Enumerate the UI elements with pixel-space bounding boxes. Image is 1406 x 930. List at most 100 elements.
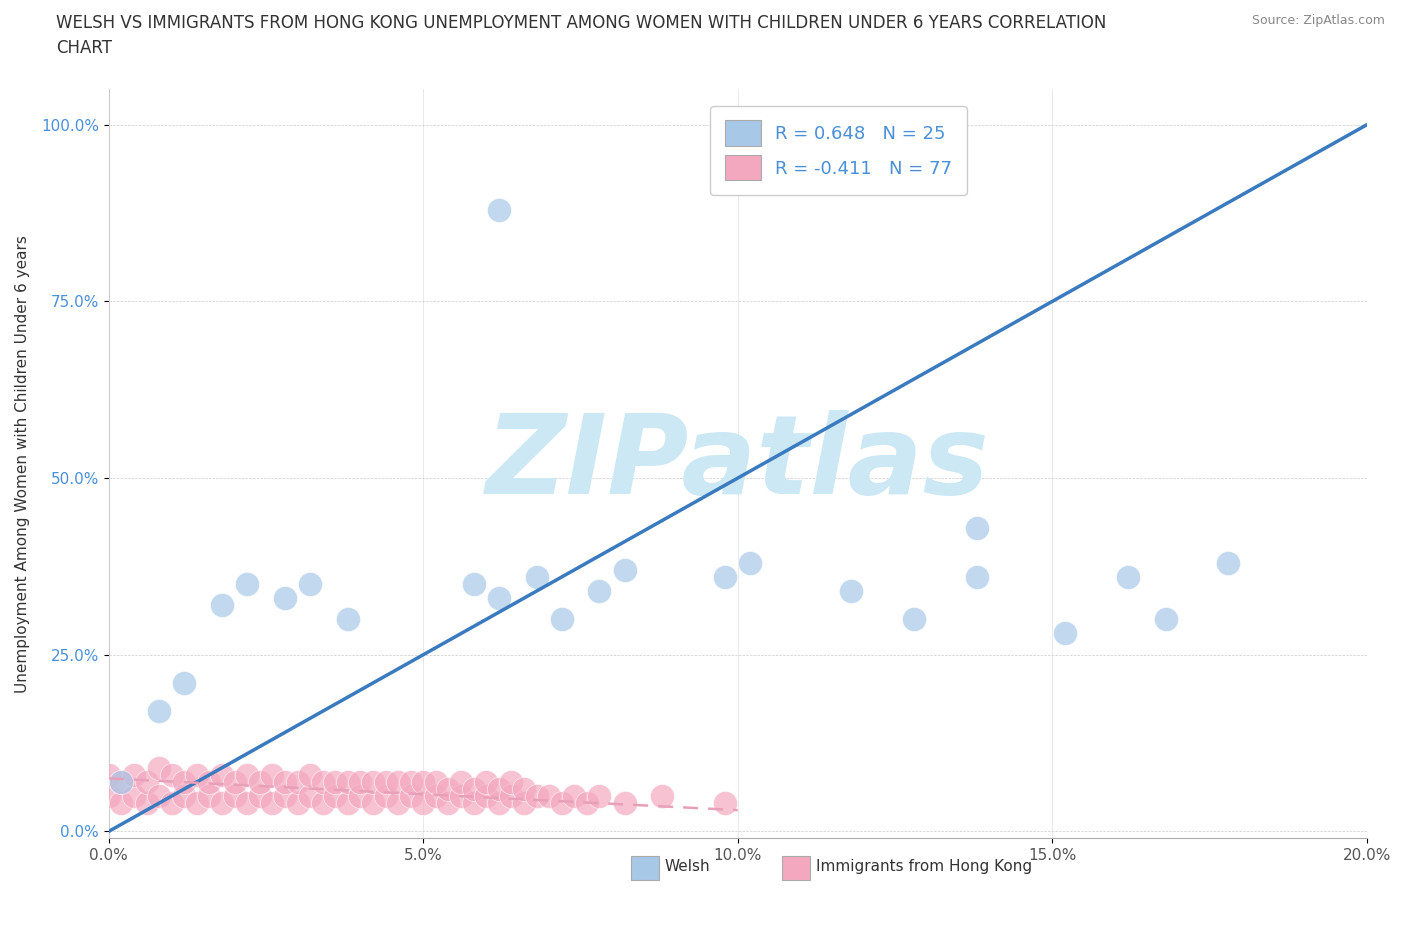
Point [966, 520, 988, 535]
Point [236, 767, 259, 782]
Point [361, 796, 384, 811]
Point [148, 761, 170, 776]
Point [186, 796, 208, 811]
Text: ZIPatlas: ZIPatlas [486, 410, 990, 517]
Text: WELSH VS IMMIGRANTS FROM HONG KONG UNEMPLOYMENT AMONG WOMEN WITH CHILDREN UNDER : WELSH VS IMMIGRANTS FROM HONG KONG UNEMP… [56, 14, 1107, 57]
Point [110, 775, 132, 790]
Point [336, 612, 359, 627]
Point [186, 767, 208, 782]
Point [450, 789, 472, 804]
Point [323, 775, 346, 790]
Point [425, 789, 447, 804]
Point [714, 796, 737, 811]
Point [97, 789, 120, 804]
Point [450, 775, 472, 790]
Point [97, 767, 120, 782]
Point [966, 569, 988, 584]
Point [551, 612, 574, 627]
Point [903, 612, 925, 627]
Point [387, 796, 409, 811]
Point [299, 767, 322, 782]
Point [274, 775, 297, 790]
Point [211, 598, 233, 613]
Point [349, 775, 371, 790]
Point [173, 789, 195, 804]
Point [488, 591, 510, 605]
Point [562, 789, 585, 804]
Point [361, 775, 384, 790]
Point [262, 767, 284, 782]
Point [463, 796, 485, 811]
Point [249, 775, 271, 790]
Point [122, 789, 145, 804]
Point [551, 796, 574, 811]
Point [236, 796, 259, 811]
Point [287, 796, 309, 811]
Point [110, 775, 132, 790]
Point [374, 775, 396, 790]
Point [135, 796, 157, 811]
Point [437, 781, 460, 796]
Legend: R = 0.648   N = 25, R = -0.411   N = 77: R = 0.648 N = 25, R = -0.411 N = 77 [710, 106, 967, 195]
Point [588, 789, 610, 804]
Point [399, 775, 422, 790]
Point [312, 796, 335, 811]
Point [236, 577, 259, 591]
Point [740, 555, 762, 570]
Point [1154, 612, 1177, 627]
Point [148, 789, 170, 804]
Point [538, 789, 561, 804]
Point [513, 781, 536, 796]
Point [299, 577, 322, 591]
Point [412, 796, 434, 811]
Point [588, 584, 610, 599]
Point [651, 789, 673, 804]
Point [211, 767, 233, 782]
Text: Welsh: Welsh [665, 859, 710, 874]
Point [387, 775, 409, 790]
Point [173, 775, 195, 790]
Point [488, 202, 510, 217]
Text: Source: ZipAtlas.com: Source: ZipAtlas.com [1251, 14, 1385, 27]
Point [501, 775, 523, 790]
Point [135, 775, 157, 790]
FancyBboxPatch shape [631, 856, 658, 880]
Point [526, 789, 548, 804]
Point [399, 789, 422, 804]
Point [211, 796, 233, 811]
Point [463, 781, 485, 796]
Point [148, 704, 170, 719]
Point [122, 767, 145, 782]
Point [198, 789, 221, 804]
Point [336, 775, 359, 790]
Point [475, 775, 498, 790]
Point [501, 789, 523, 804]
Point [1116, 569, 1139, 584]
Point [198, 775, 221, 790]
Point [475, 789, 498, 804]
Point [262, 796, 284, 811]
FancyBboxPatch shape [782, 856, 810, 880]
Point [488, 796, 510, 811]
Point [513, 796, 536, 811]
Point [1218, 555, 1240, 570]
Point [463, 577, 485, 591]
Point [336, 796, 359, 811]
Point [412, 775, 434, 790]
Point [839, 584, 862, 599]
Point [249, 789, 271, 804]
Point [575, 796, 598, 811]
Point [312, 775, 335, 790]
Point [299, 789, 322, 804]
Point [160, 796, 183, 811]
Point [613, 796, 636, 811]
Point [274, 591, 297, 605]
Point [437, 796, 460, 811]
Point [613, 563, 636, 578]
Point [287, 775, 309, 790]
Point [425, 775, 447, 790]
Point [160, 767, 183, 782]
Point [374, 789, 396, 804]
Point [714, 569, 737, 584]
Point [224, 775, 246, 790]
